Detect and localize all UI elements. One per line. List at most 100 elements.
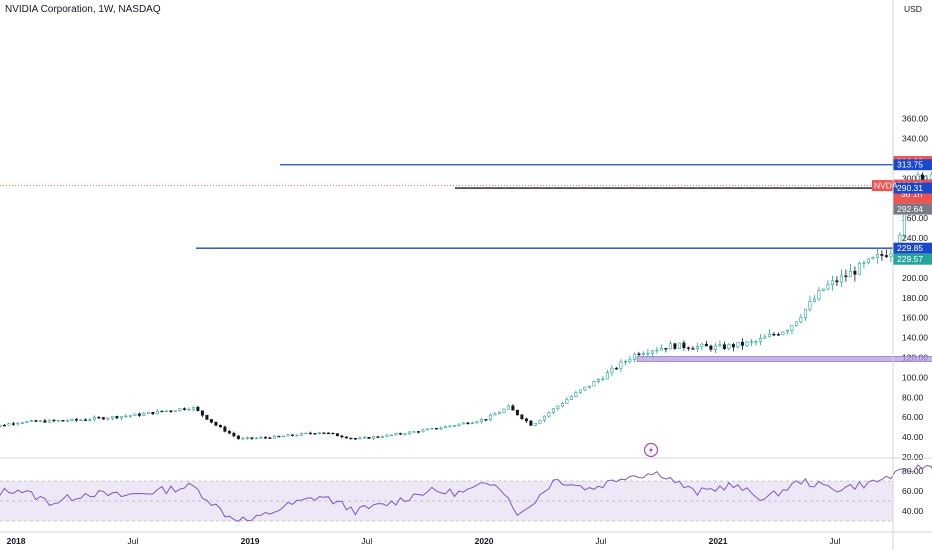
candle-body: [749, 341, 753, 343]
candle-body: [272, 435, 276, 439]
candle-body: [110, 416, 114, 419]
target-tag: [893, 253, 932, 265]
candle-body: [641, 353, 645, 355]
candle-body: [38, 420, 42, 422]
candle-body: [488, 414, 492, 420]
candle-body: [205, 414, 209, 420]
price-tick-label: 100.00: [902, 372, 928, 382]
rsi-panel: 40.00 60.00 80.00: [0, 464, 932, 522]
price-tick-label: 20.00: [902, 452, 924, 462]
candle-body: [2, 424, 6, 427]
candle-body: [659, 348, 663, 351]
candle-body: [799, 317, 803, 323]
candle-body: [457, 423, 461, 426]
candle-body: [452, 425, 456, 427]
time-axis: 2018Jul2019Jul2020Jul2021Jul2022Jul2023J…: [7, 536, 841, 546]
price-tick-label: 360.00: [902, 114, 928, 124]
candle-body: [164, 410, 168, 412]
candle-body: [214, 421, 218, 426]
candle-body: [767, 333, 771, 338]
time-tick-label: 2018: [7, 536, 26, 546]
candle-body: [731, 344, 735, 348]
candle-body: [200, 410, 204, 416]
candle-body: [857, 263, 861, 275]
candle-body: [520, 414, 524, 420]
time-tick-label: Jul: [127, 536, 138, 546]
candle-body: [785, 330, 789, 333]
candle-body: [524, 418, 528, 422]
last-price-countdown: 3d 1h: [901, 189, 923, 199]
candle-body: [227, 431, 231, 434]
candle-body: [425, 428, 429, 431]
price-tick-label: 260.00: [902, 213, 928, 223]
price-tick-label: 240.00: [902, 233, 928, 243]
candle-body: [853, 270, 857, 275]
candle-body: [821, 288, 825, 291]
candle-body: [835, 280, 839, 283]
overlay: [643, 442, 659, 458]
candle-body: [268, 437, 272, 439]
candle-body: [182, 408, 186, 410]
candle-body: [92, 417, 96, 420]
candle-body: [173, 410, 177, 412]
candle-body: [794, 321, 798, 326]
candle-body: [371, 436, 375, 439]
candle-body: [349, 437, 353, 440]
candle-body: [556, 405, 560, 410]
currency-label: USD: [904, 4, 922, 14]
candle-body: [79, 419, 83, 421]
candle-body: [844, 275, 848, 278]
time-tick-label: 2021: [709, 536, 728, 546]
candle-body: [875, 254, 879, 258]
candle-body: [83, 419, 87, 421]
candle-body: [727, 344, 731, 349]
candle-body: [862, 262, 866, 264]
candle-body: [430, 427, 434, 430]
candle-body: [416, 431, 420, 433]
candle-body: [407, 431, 411, 435]
candle-body: [88, 419, 92, 421]
candle-body: [830, 280, 834, 285]
candle-body: [263, 437, 267, 439]
price-tick-label: 180.00: [902, 293, 928, 303]
candle-body: [232, 432, 236, 437]
candle-body: [839, 275, 843, 283]
candle-body: [803, 308, 807, 318]
candle-body: [664, 348, 668, 350]
chart-title: NVIDIA Corporation, 1W, NASDAQ: [5, 4, 161, 15]
candle-body: [929, 173, 932, 180]
candle-body: [583, 386, 587, 391]
candle-body: [218, 425, 222, 428]
candle-body: [56, 420, 60, 422]
candle-body: [826, 284, 830, 290]
resistance-tag: [893, 159, 932, 171]
close-tag-label: 292.64: [897, 204, 923, 214]
candle-body: [497, 412, 501, 415]
candle-body: [236, 435, 240, 440]
candle-body: [412, 431, 416, 433]
price-tick-label: 160.00: [902, 313, 928, 323]
candle-body: [574, 392, 578, 397]
candle-body: [479, 419, 483, 423]
candle-body: [866, 258, 870, 263]
candle-body: [691, 348, 695, 350]
candle-body: [331, 432, 335, 435]
candle-body: [137, 413, 141, 416]
candle-body: [668, 343, 672, 350]
candle-body: [322, 432, 326, 434]
rsi-tick-label: 40.00: [902, 506, 924, 516]
candle-body: [295, 434, 299, 437]
candle-body: [394, 433, 398, 436]
candle-body: [101, 417, 105, 420]
candle-body: [191, 406, 195, 410]
candle-body: [0, 424, 2, 427]
candle-body: [713, 345, 717, 350]
target-tag-label: 229.57: [897, 254, 923, 264]
candle-body: [119, 416, 123, 419]
candle-body: [529, 420, 533, 426]
candle-body: [209, 419, 213, 423]
candle-body: [538, 419, 542, 424]
candle-body: [439, 427, 443, 430]
price-tick-label: 340.00: [902, 134, 928, 144]
